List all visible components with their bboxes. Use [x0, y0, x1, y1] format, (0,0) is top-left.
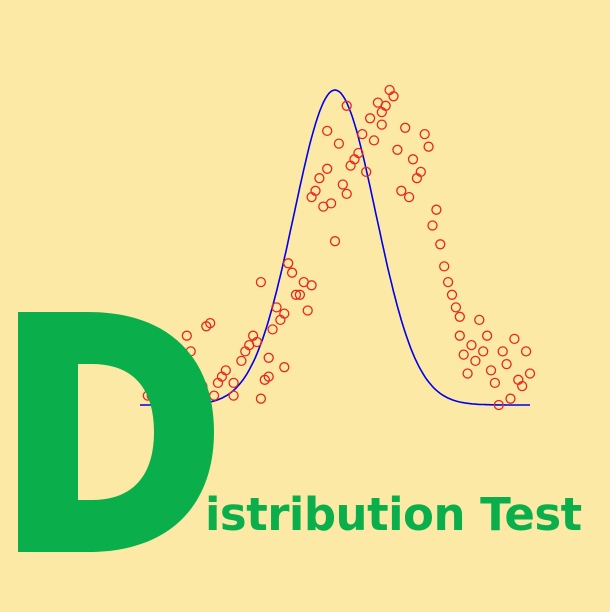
data-point: [228, 377, 239, 389]
logo-title: istribution Test: [205, 488, 582, 541]
data-point: [255, 393, 267, 404]
data-point: [396, 185, 407, 196]
data-point: [462, 368, 473, 379]
data-point: [364, 113, 376, 124]
data-point: [450, 302, 462, 313]
data-point: [267, 324, 278, 335]
data-point: [283, 258, 294, 269]
data-point: [263, 371, 274, 382]
data-point: [517, 380, 528, 392]
data-point: [322, 125, 333, 137]
letter-d-shape: [18, 312, 214, 552]
data-point: [509, 333, 520, 345]
data-point: [376, 119, 387, 130]
data-point: [481, 330, 493, 341]
data-point: [485, 365, 497, 376]
data-point: [431, 204, 442, 215]
data-point: [493, 399, 504, 411]
data-point: [228, 390, 239, 401]
data-point: [306, 280, 317, 291]
data-point: [341, 188, 352, 200]
data-point: [501, 358, 512, 370]
data-point: [427, 220, 438, 231]
data-point: [279, 308, 290, 319]
data-point: [478, 346, 489, 357]
data-point: [361, 166, 372, 178]
data-point: [294, 289, 306, 300]
data-point: [419, 128, 430, 140]
data-point: [314, 173, 325, 184]
data-point: [392, 144, 403, 155]
logo-letter-d: [18, 312, 214, 552]
data-point: [435, 239, 446, 250]
data-point: [236, 355, 247, 367]
data-point: [341, 100, 352, 111]
data-point: [181, 330, 192, 341]
data-point: [329, 236, 341, 247]
data-point: [255, 276, 267, 288]
data-point: [403, 191, 415, 203]
data-point: [368, 135, 380, 146]
data-point: [489, 377, 501, 389]
data-point: [423, 141, 434, 152]
data-point: [302, 305, 313, 316]
data-point: [520, 346, 532, 357]
data-point: [271, 302, 282, 313]
data-point: [337, 179, 348, 190]
data-point: [263, 352, 274, 363]
data-point: [442, 276, 454, 288]
data-point: [357, 128, 368, 140]
data-point: [497, 346, 508, 357]
data-point: [388, 91, 399, 102]
data-point: [466, 339, 477, 351]
data-point: [458, 349, 469, 360]
data-point: [439, 261, 450, 272]
data-point: [251, 336, 263, 348]
data-point: [205, 317, 216, 329]
data-point: [220, 365, 231, 376]
data-point: [505, 393, 516, 404]
data-point: [524, 368, 536, 379]
data-point: [353, 147, 364, 159]
data-point: [325, 198, 337, 209]
data-point: [290, 289, 302, 300]
data-point: [286, 267, 298, 278]
data-point: [454, 330, 465, 341]
data-point: [322, 163, 333, 174]
data-point: [474, 314, 485, 326]
data-point: [333, 138, 345, 149]
data-point: [380, 100, 391, 111]
data-point: [310, 185, 321, 196]
data-point: [407, 154, 419, 165]
data-point: [415, 166, 426, 178]
data-point: [454, 311, 465, 322]
data-point: [470, 355, 481, 367]
data-point: [400, 122, 411, 133]
data-point: [279, 362, 290, 373]
data-point: [446, 289, 458, 300]
